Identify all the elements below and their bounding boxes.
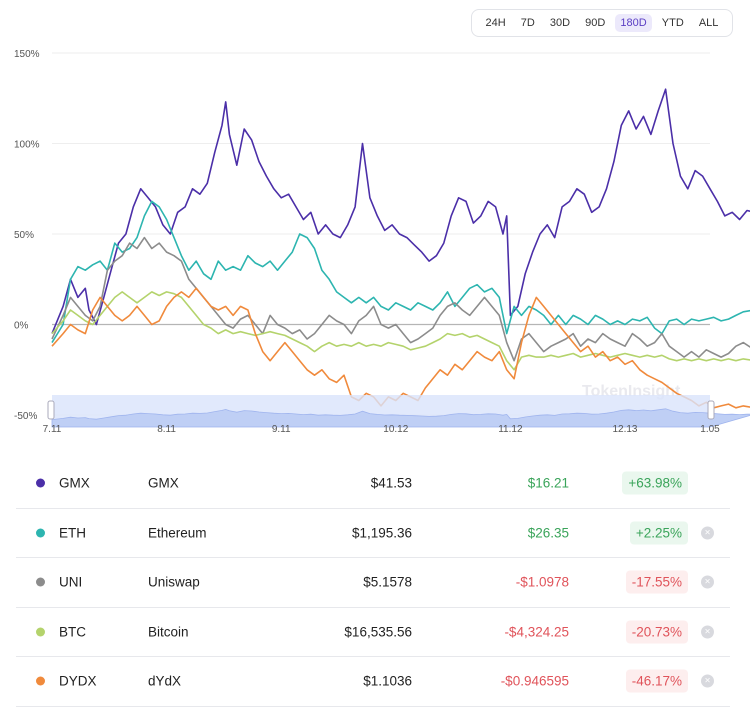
time-range-selector: 24H 7D 30D 90D 180D YTD ALL [471, 9, 733, 37]
price-change: $16.21 [527, 475, 569, 491]
series-line-eth [51, 200, 750, 344]
legend-dot [36, 478, 45, 488]
x-tick-label: 8.11 [157, 424, 176, 435]
range-ytd-button[interactable]: YTD [661, 17, 684, 29]
asset-name: Uniswap [148, 574, 200, 590]
price-change: -$4,324.25 [504, 624, 569, 640]
series-line-btc [51, 291, 750, 371]
remove-icon[interactable]: × [701, 575, 714, 589]
asset-name: Ethereum [148, 525, 207, 541]
series-line-uni [51, 236, 750, 362]
range-90d-button[interactable]: 90D [585, 17, 606, 29]
series-line-gmx [51, 88, 750, 334]
asset-price: $16,535.56 [344, 624, 412, 640]
asset-price: $41.53 [370, 475, 412, 491]
asset-symbol: UNI [59, 574, 83, 590]
y-tick-label: 50% [14, 230, 34, 241]
legend-dot [36, 627, 45, 637]
asset-name: Bitcoin [148, 624, 189, 640]
y-tick-label: 150% [14, 49, 40, 60]
asset-symbol: BTC [59, 624, 86, 640]
navigator-area [51, 408, 750, 428]
series-line-dydx [51, 287, 750, 409]
asset-symbol: GMX [59, 475, 90, 491]
asset-symbol: ETH [59, 525, 86, 541]
asset-price: $1,195.36 [351, 525, 412, 541]
percent-change-badge: +63.98% [622, 471, 688, 495]
table-row: DYDX dYdX $1.1036 -$0.946595 -46.17% × [16, 657, 730, 707]
x-tick-label: 1.05 [700, 424, 720, 435]
navigator-right-handle [707, 400, 715, 420]
x-tick-label: 7.11 [43, 424, 62, 435]
y-tick-label: 0% [14, 321, 29, 332]
percent-change-badge: +2.25% [629, 521, 688, 545]
range-30d-button[interactable]: 30D [549, 17, 571, 29]
y-tick-label: -50% [14, 411, 37, 422]
asset-price: $5.1578 [363, 574, 412, 590]
range-all-button[interactable]: ALL [698, 17, 719, 29]
asset-symbol: DYDX [59, 673, 97, 689]
range-180d-button[interactable]: 180D [615, 14, 652, 32]
remove-icon[interactable]: × [701, 526, 714, 540]
x-tick-label: 11.12 [498, 424, 523, 435]
table-row: GMX GMX $41.53 $16.21 +63.98% [16, 459, 730, 509]
percent-change-badge: -46.17% [625, 669, 688, 693]
price-change: -$1.0978 [515, 574, 569, 590]
table-row: ETH Ethereum $1,195.36 $26.35 +2.25% × [16, 509, 730, 558]
legend-dot [36, 676, 45, 686]
x-tick-label: 10.12 [383, 424, 408, 435]
asset-name: GMX [148, 475, 179, 491]
remove-icon[interactable]: × [701, 674, 714, 688]
x-tick-label: 12.13 [612, 424, 637, 435]
table-row: UNI Uniswap $5.1578 -$1.0978 -17.55% × [16, 558, 730, 608]
percent-change-badge: -20.73% [625, 620, 688, 644]
price-change: $26.35 [527, 525, 569, 541]
range-24h-button[interactable]: 24H [485, 17, 506, 29]
remove-icon[interactable]: × [701, 625, 714, 639]
table-row: BTC Bitcoin $16,535.56 -$4,324.25 -20.73% × [16, 608, 730, 657]
price-change: -$0.946595 [500, 673, 569, 689]
legend-dot [36, 577, 45, 587]
asset-table: GMX GMX $41.53 $16.21 +63.98% ETH Ethereum $1,1… [16, 459, 730, 707]
x-tick-label: 9.11 [272, 424, 291, 435]
percent-change-badge: -17.55% [625, 570, 688, 594]
legend-dot [36, 528, 45, 538]
asset-price: $1.1036 [363, 673, 412, 689]
navigator-left-handle [47, 400, 55, 420]
y-tick-label: 100% [14, 140, 40, 151]
range-7d-button[interactable]: 7D [520, 17, 535, 29]
asset-name: dYdX [148, 673, 182, 689]
